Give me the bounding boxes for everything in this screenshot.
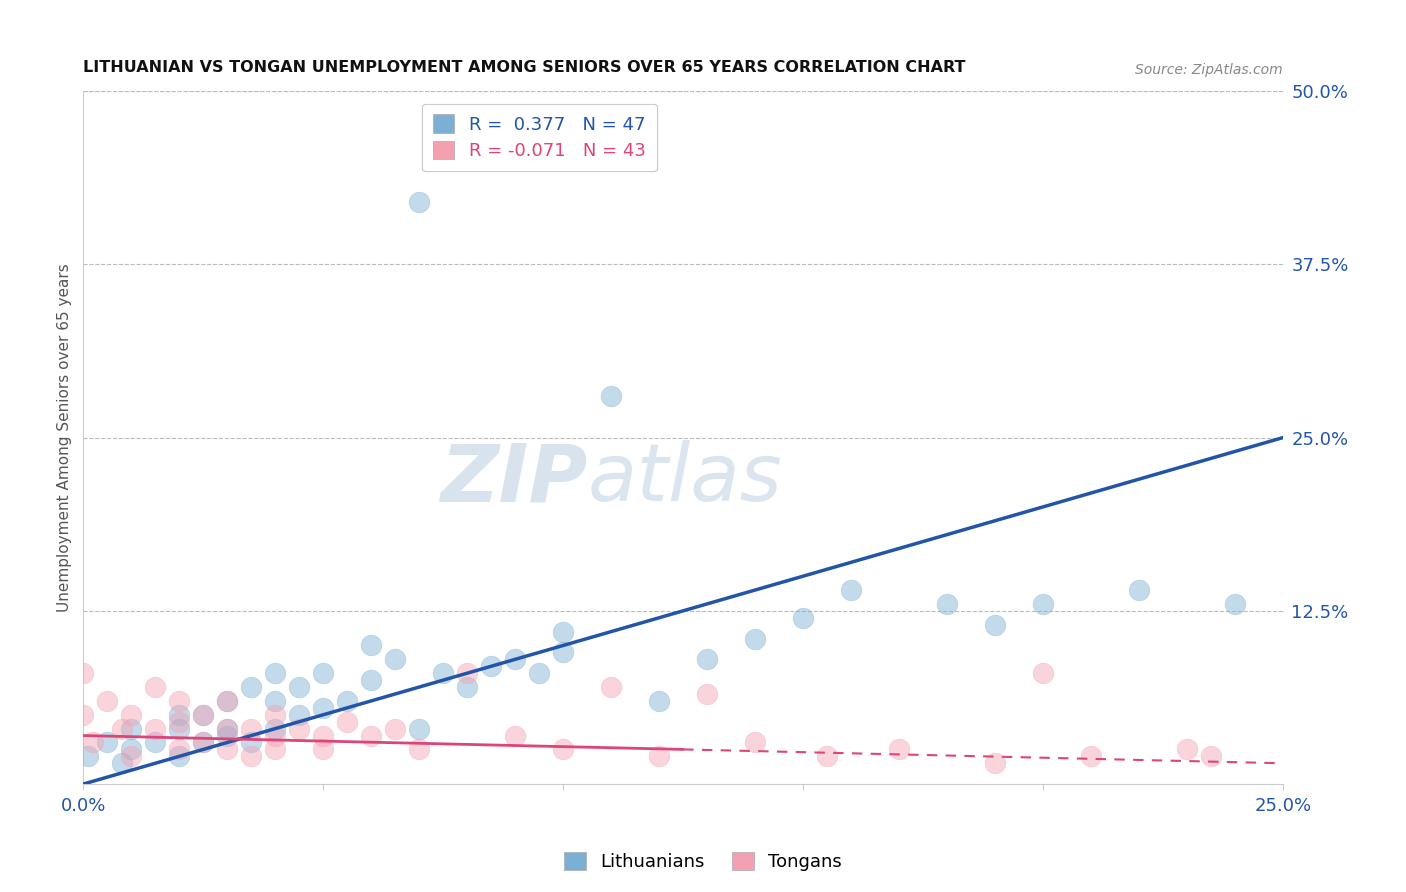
Point — [408, 742, 430, 756]
Point — [553, 645, 575, 659]
Point — [936, 597, 959, 611]
Point — [312, 729, 335, 743]
Point — [1223, 597, 1246, 611]
Point — [240, 722, 263, 736]
Point — [143, 735, 166, 749]
Point — [193, 735, 215, 749]
Text: ZIP: ZIP — [440, 440, 588, 518]
Point — [72, 666, 94, 681]
Point — [479, 659, 502, 673]
Point — [217, 694, 239, 708]
Point — [744, 632, 766, 646]
Point — [169, 707, 191, 722]
Point — [432, 666, 454, 681]
Point — [120, 722, 142, 736]
Y-axis label: Unemployment Among Seniors over 65 years: Unemployment Among Seniors over 65 years — [58, 263, 72, 612]
Point — [744, 735, 766, 749]
Point — [984, 756, 1007, 771]
Point — [503, 652, 526, 666]
Point — [264, 722, 287, 736]
Point — [503, 729, 526, 743]
Point — [336, 694, 359, 708]
Point — [1032, 597, 1054, 611]
Point — [217, 729, 239, 743]
Point — [336, 714, 359, 729]
Point — [456, 666, 478, 681]
Point — [77, 749, 100, 764]
Point — [408, 194, 430, 209]
Point — [360, 729, 382, 743]
Point — [217, 694, 239, 708]
Point — [193, 707, 215, 722]
Point — [120, 742, 142, 756]
Point — [120, 749, 142, 764]
Point — [792, 611, 814, 625]
Point — [217, 722, 239, 736]
Point — [169, 714, 191, 729]
Point — [839, 582, 862, 597]
Point — [264, 694, 287, 708]
Point — [553, 624, 575, 639]
Point — [193, 735, 215, 749]
Point — [889, 742, 911, 756]
Point — [217, 742, 239, 756]
Point — [169, 722, 191, 736]
Point — [384, 652, 406, 666]
Point — [288, 707, 311, 722]
Point — [384, 722, 406, 736]
Point — [648, 749, 671, 764]
Point — [96, 735, 118, 749]
Point — [312, 742, 335, 756]
Point — [240, 735, 263, 749]
Point — [264, 742, 287, 756]
Point — [217, 722, 239, 736]
Point — [72, 707, 94, 722]
Point — [288, 722, 311, 736]
Point — [111, 756, 134, 771]
Point — [288, 680, 311, 694]
Point — [456, 680, 478, 694]
Point — [264, 707, 287, 722]
Point — [111, 722, 134, 736]
Point — [696, 652, 718, 666]
Legend: R =  0.377   N = 47, R = -0.071   N = 43: R = 0.377 N = 47, R = -0.071 N = 43 — [422, 103, 657, 171]
Point — [143, 722, 166, 736]
Text: Source: ZipAtlas.com: Source: ZipAtlas.com — [1136, 63, 1284, 78]
Point — [360, 673, 382, 687]
Point — [984, 617, 1007, 632]
Point — [312, 701, 335, 715]
Point — [143, 680, 166, 694]
Point — [815, 749, 838, 764]
Point — [193, 707, 215, 722]
Point — [696, 687, 718, 701]
Point — [240, 680, 263, 694]
Point — [96, 694, 118, 708]
Point — [169, 694, 191, 708]
Point — [82, 735, 104, 749]
Point — [120, 707, 142, 722]
Point — [600, 680, 623, 694]
Point — [264, 729, 287, 743]
Text: LITHUANIAN VS TONGAN UNEMPLOYMENT AMONG SENIORS OVER 65 YEARS CORRELATION CHART: LITHUANIAN VS TONGAN UNEMPLOYMENT AMONG … — [83, 60, 966, 75]
Point — [1199, 749, 1222, 764]
Text: atlas: atlas — [588, 440, 782, 518]
Point — [169, 749, 191, 764]
Point — [264, 666, 287, 681]
Point — [1080, 749, 1102, 764]
Legend: Lithuanians, Tongans: Lithuanians, Tongans — [557, 845, 849, 879]
Point — [360, 639, 382, 653]
Point — [240, 749, 263, 764]
Point — [529, 666, 551, 681]
Point — [648, 694, 671, 708]
Point — [408, 722, 430, 736]
Point — [1175, 742, 1198, 756]
Point — [600, 389, 623, 403]
Point — [1032, 666, 1054, 681]
Point — [1128, 582, 1150, 597]
Point — [169, 742, 191, 756]
Point — [312, 666, 335, 681]
Point — [553, 742, 575, 756]
